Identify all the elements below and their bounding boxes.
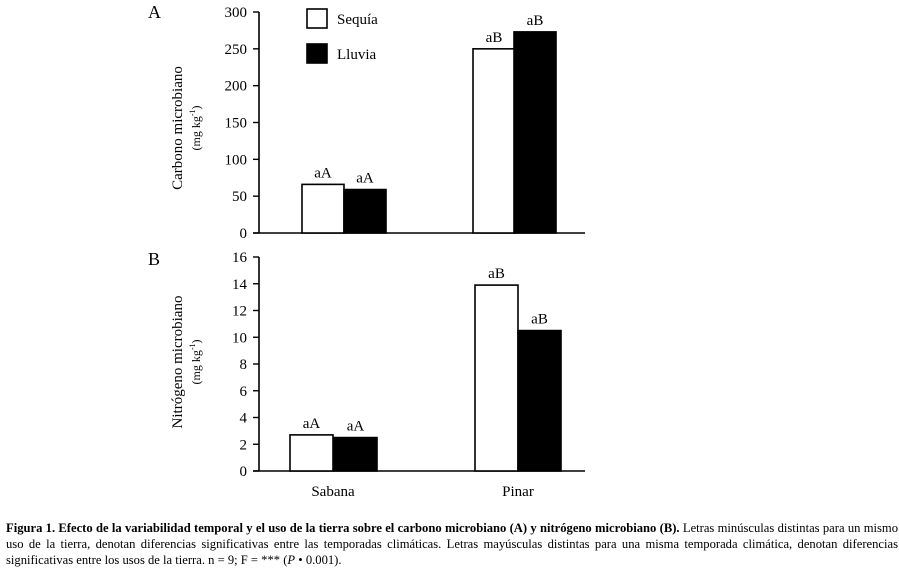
y-axis-unit: (mg kg-1)	[188, 339, 203, 384]
y-axis-unit-close: )	[189, 105, 203, 109]
bar-significance-label: aA	[314, 165, 332, 181]
y-axis-unit: (mg kg-1)	[188, 105, 203, 150]
bar-sabana-lluvia	[343, 188, 387, 234]
bar-significance-label: aA	[356, 171, 374, 187]
bar-pinar-lluvia	[517, 329, 562, 472]
legend-label-lluvia: Lluvia	[337, 47, 376, 63]
caption-title: Figura 1. Efecto de la variabilidad temp…	[6, 521, 680, 535]
panel-letter-b: B	[148, 249, 160, 269]
y-axis-unit-base: (mg kg	[189, 116, 203, 150]
caption-p-symbol: P	[287, 553, 296, 567]
legend-swatch-lluvia	[306, 43, 328, 64]
legend-label-sequia: Sequía	[337, 12, 378, 28]
y-tick-label: 14	[232, 277, 248, 293]
y-axis-label: Nitrógeno microbiano	[170, 296, 186, 429]
y-tick-label: 50	[232, 189, 247, 205]
panel-letter-a: A	[148, 2, 161, 22]
bar-pinar-sequia	[472, 48, 516, 234]
bar-pinar-sequia	[474, 284, 519, 472]
bar-sabana-lluvia	[333, 436, 378, 472]
x-category-label: Sabana	[311, 484, 355, 500]
figure-caption: Figura 1. Efecto de la variabilidad temp…	[6, 520, 898, 568]
y-axis-unit-superscript: -1	[188, 109, 197, 116]
y-tick-label: 16	[232, 250, 248, 266]
legend-swatch-sequia	[306, 8, 328, 29]
y-tick-label: 100	[225, 152, 248, 168]
bar-sabana-sequia	[289, 434, 334, 472]
bar-sabana-sequia	[301, 183, 345, 234]
bar-significance-label: aB	[486, 30, 503, 46]
bar-significance-label: aA	[347, 419, 365, 435]
bar-significance-label: aA	[303, 416, 321, 432]
caption-text: Letras minúsculas distintas para un mism…	[6, 521, 898, 567]
y-axis-unit-base: (mg kg	[189, 350, 203, 384]
y-tick-label: 250	[225, 42, 248, 58]
caption-text-end: • 0.001).	[295, 553, 342, 567]
y-tick-label: 0	[240, 226, 248, 242]
x-category-label: Pinar	[502, 484, 534, 500]
y-tick-label: 12	[232, 304, 247, 320]
bar-significance-label: aB	[531, 312, 548, 328]
y-tick-label: 0	[240, 464, 248, 480]
y-tick-label: 300	[225, 5, 248, 21]
y-tick-label: 6	[240, 384, 248, 400]
y-axis-unit-superscript: -1	[188, 343, 197, 350]
y-tick-label: 10	[232, 330, 247, 346]
y-axis-unit-close: )	[189, 339, 203, 343]
bar-significance-label: aB	[527, 13, 544, 29]
y-axis-label: Carbono microbiano	[170, 66, 186, 190]
y-tick-label: 4	[240, 411, 248, 427]
y-tick-label: 200	[225, 79, 248, 95]
bar-pinar-lluvia	[513, 31, 557, 234]
y-tick-label: 2	[240, 437, 248, 453]
bar-significance-label: aB	[488, 266, 505, 282]
y-tick-label: 8	[240, 357, 248, 373]
y-tick-label: 150	[225, 116, 248, 132]
